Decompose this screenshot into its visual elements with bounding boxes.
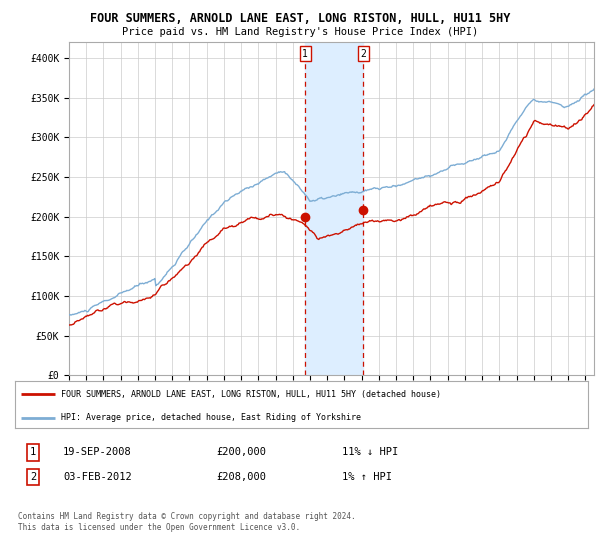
Text: £208,000: £208,000 <box>216 472 266 482</box>
Text: 19-SEP-2008: 19-SEP-2008 <box>63 447 132 458</box>
Text: 1: 1 <box>302 49 308 59</box>
Text: £200,000: £200,000 <box>216 447 266 458</box>
Text: 1: 1 <box>30 447 36 458</box>
Text: 2: 2 <box>360 49 366 59</box>
Text: 2: 2 <box>30 472 36 482</box>
Text: FOUR SUMMERS, ARNOLD LANE EAST, LONG RISTON, HULL, HU11 5HY: FOUR SUMMERS, ARNOLD LANE EAST, LONG RIS… <box>90 12 510 25</box>
Text: 11% ↓ HPI: 11% ↓ HPI <box>342 447 398 458</box>
Text: HPI: Average price, detached house, East Riding of Yorkshire: HPI: Average price, detached house, East… <box>61 413 361 422</box>
Text: FOUR SUMMERS, ARNOLD LANE EAST, LONG RISTON, HULL, HU11 5HY (detached house): FOUR SUMMERS, ARNOLD LANE EAST, LONG RIS… <box>61 390 441 399</box>
Text: Contains HM Land Registry data © Crown copyright and database right 2024.
This d: Contains HM Land Registry data © Crown c… <box>18 512 356 532</box>
Text: 1% ↑ HPI: 1% ↑ HPI <box>342 472 392 482</box>
Bar <box>305 42 363 375</box>
Text: Price paid vs. HM Land Registry's House Price Index (HPI): Price paid vs. HM Land Registry's House … <box>122 27 478 37</box>
Text: 03-FEB-2012: 03-FEB-2012 <box>63 472 132 482</box>
